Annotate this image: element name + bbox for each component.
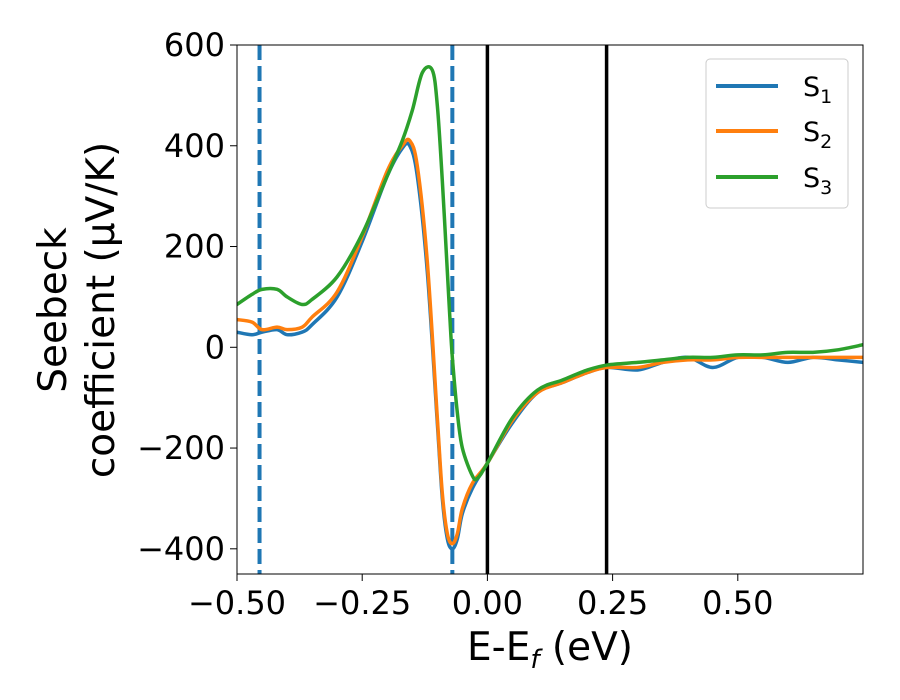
y-axis-ticks: −400 −200 0 200 400 600 xyxy=(137,26,237,568)
y-axis-title-line1: Seebeck xyxy=(31,227,76,393)
series-lines xyxy=(237,65,863,551)
x-tick-label: −0.25 xyxy=(313,584,411,622)
series-line-s1 xyxy=(237,141,863,551)
y-axis-title-line2: coefficient (μV/K) xyxy=(79,142,124,478)
x-tick-label: −0.50 xyxy=(188,584,286,622)
y-tick-label: 400 xyxy=(164,127,225,165)
legend-label-s1: S1 xyxy=(803,72,832,108)
series-line-s3 xyxy=(237,65,863,482)
y-tick-label: 0 xyxy=(205,328,225,366)
plot-frame xyxy=(236,44,864,575)
legend: S1 S2 S3 xyxy=(705,58,849,209)
x-tick-label: 0.50 xyxy=(702,584,773,622)
x-axis-ticks: −0.50 −0.25 0.00 0.25 0.50 xyxy=(188,574,773,622)
y-tick-label: 200 xyxy=(164,228,225,266)
y-tick-label: −200 xyxy=(137,429,225,467)
reference-lines xyxy=(257,45,609,574)
x-tick-label: 0.00 xyxy=(452,584,523,622)
x-tick-label: 0.25 xyxy=(577,584,648,622)
legend-label-s3: S3 xyxy=(803,163,832,199)
x-axis-title: E-Ef (eV) xyxy=(467,625,633,675)
legend-box xyxy=(705,58,849,209)
y-tick-label: 600 xyxy=(164,26,225,64)
y-tick-label: −400 xyxy=(137,530,225,568)
y-axis-title: Seebeck coefficient (μV/K) xyxy=(31,142,124,478)
legend-label-s2: S2 xyxy=(803,117,832,153)
series-line-s2 xyxy=(237,137,863,546)
